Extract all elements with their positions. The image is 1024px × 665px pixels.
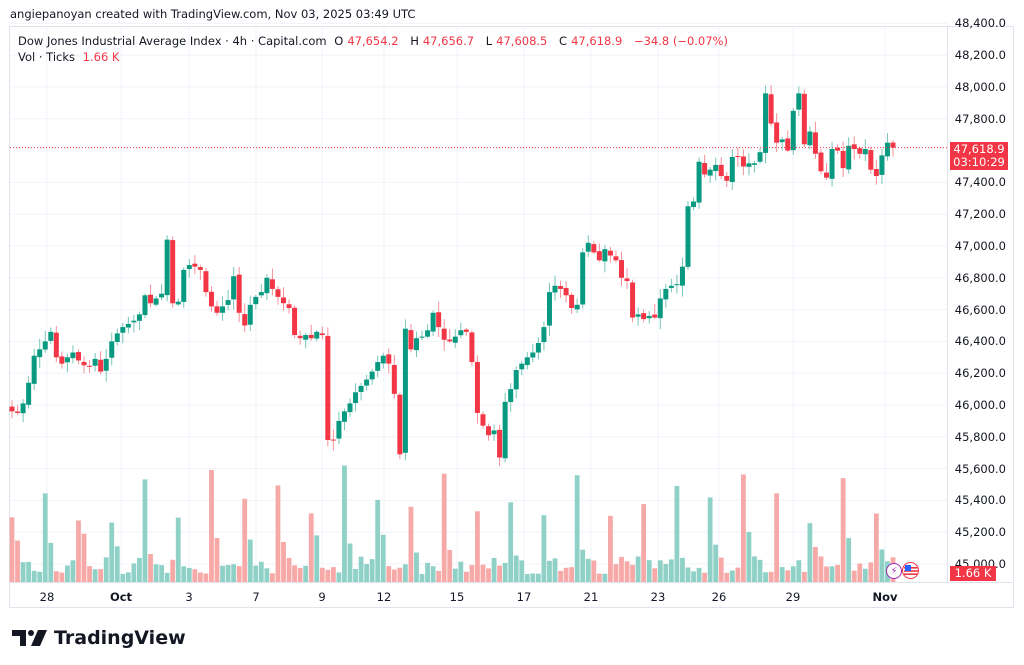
ohlc-row: Dow Jones Industrial Average Index · 4h … — [18, 33, 732, 49]
time-tick-label: 17 — [516, 590, 532, 604]
price-tick-label: 46,400.0 — [954, 334, 1006, 349]
symbol-title[interactable]: Dow Jones Industrial Average Index · 4h … — [18, 34, 327, 48]
price-tick-label: 46,800.0 — [954, 270, 1006, 285]
time-tick-label: 3 — [185, 590, 193, 604]
bar-countdown: 03:10:29 — [953, 155, 1005, 169]
price-tick-label: 47,000.0 — [954, 239, 1006, 253]
open-value: O 47,654.2 — [334, 34, 399, 48]
low-value: L 47,608.5 — [485, 34, 548, 48]
price-tick-label: 47,800.0 — [954, 111, 1006, 126]
change-value: −34.8 (−0.07%) — [633, 34, 728, 48]
price-tick-label: 46,200.0 — [954, 366, 1006, 381]
tradingview-logo-icon — [12, 630, 47, 646]
time-tick-label: 12 — [376, 590, 392, 604]
brand-name: TradingView — [54, 627, 186, 649]
price-tick-label: 48,200.0 — [954, 48, 1006, 63]
price-tick-label: 48,000.0 — [954, 80, 1006, 94]
price-tick-label: 45,600.0 — [954, 461, 1006, 476]
close-value: C 47,618.9 — [559, 34, 623, 48]
time-tick-label: 29 — [785, 590, 801, 604]
time-tick-label: 7 — [252, 590, 260, 604]
price-tick-label: 48,400.0 — [954, 16, 1006, 31]
time-tick-label: 23 — [650, 590, 666, 604]
price-tick-label: 45,400.0 — [954, 493, 1006, 508]
volume-value: 1.66 K — [82, 50, 120, 64]
time-tick-label: 26 — [711, 590, 727, 604]
price-tick-label: 46,600.0 — [954, 302, 1006, 317]
price-axis-divider — [947, 26, 948, 582]
time-tick-label: 9 — [318, 590, 326, 604]
time-axis-divider — [9, 582, 1014, 583]
chart-credit: angiepanoyan created with TradingView.co… — [10, 7, 416, 21]
price-tick-label: 47,200.0 — [954, 207, 1006, 222]
price-tick-label: 45,800.0 — [954, 429, 1006, 444]
us-flag-event-icon[interactable] — [902, 562, 919, 579]
price-tick-label: 47,400.0 — [954, 175, 1006, 190]
high-value: H 47,656.7 — [410, 34, 475, 48]
tradingview-logo[interactable]: TradingView — [12, 627, 186, 649]
chart-legend: Dow Jones Industrial Average Index · 4h … — [18, 33, 732, 65]
time-tick-label: 28 — [39, 590, 55, 604]
price-tick-label: 46,000.0 — [954, 398, 1006, 412]
current-price-tag: 47,618.9 03:10:29 — [950, 142, 1008, 170]
time-tick-label: 15 — [449, 590, 465, 604]
time-tick-label: Oct — [109, 590, 133, 604]
time-tick-label: Nov — [872, 590, 898, 604]
volume-tag: 1.66 K — [950, 566, 996, 581]
volume-row: Vol · Ticks 1.66 K — [18, 49, 732, 65]
chart-frame — [9, 26, 1014, 608]
lightning-event-icon[interactable]: ⚡ — [886, 563, 902, 579]
time-tick-label: 21 — [583, 590, 599, 604]
volume-label[interactable]: Vol · Ticks — [18, 50, 76, 64]
price-tick-label: 45,200.0 — [954, 525, 1006, 540]
current-price: 47,618.9 — [953, 142, 1005, 156]
